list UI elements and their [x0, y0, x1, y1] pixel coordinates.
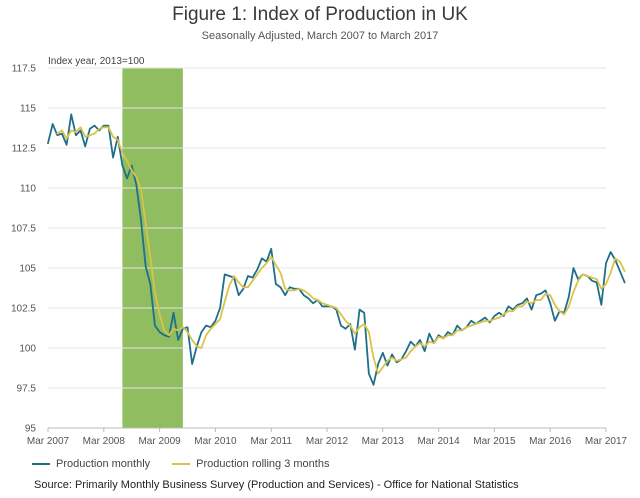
source-note: Source: Primarily Monthly Business Surve…: [34, 479, 519, 491]
x-tick-label: Mar 2012: [306, 436, 349, 447]
y-tick-label: 100: [19, 344, 36, 355]
legend-swatch-rolling: [172, 463, 191, 465]
x-tick-label: Mar 2009: [138, 436, 181, 447]
y-axis-label: Index year, 2013=100: [48, 56, 145, 67]
y-tick-layer: 117.5 115 112.5 110 107.5 105 102.5 100 97.5 95: [11, 64, 36, 435]
y-tick-label: 115: [20, 104, 36, 115]
y-tick-label: 97.5: [17, 384, 37, 395]
x-tick-label: Mar 2016: [529, 436, 572, 447]
y-tick-label: 112.5: [12, 144, 37, 155]
chart-subtitle: Seasonally Adjusted, March 2007 to March…: [201, 30, 439, 42]
legend-item-rolling: Production rolling 3 months: [172, 458, 329, 470]
x-tick-label: Mar 2011: [250, 436, 292, 447]
x-tick-label: Mar 2014: [417, 436, 460, 447]
series-layer: [47, 113, 626, 386]
x-tick-label: Mar 2013: [362, 436, 405, 447]
series-line-rolling: [56, 126, 626, 375]
y-tick-label: 107.5: [11, 224, 36, 235]
y-tick-label: 95: [25, 424, 37, 435]
y-tick-label: 110: [20, 184, 36, 195]
x-tick-label: Mar 2007: [27, 436, 70, 447]
x-tick-label: Mar 2017: [585, 436, 628, 447]
x-tick-label: Mar 2008: [83, 436, 126, 447]
x-tick-layer: Mar 2007 Mar 2008 Mar 2009 Mar 2010 Mar 2011…: [27, 427, 628, 447]
legend-label-monthly: Production monthly: [56, 458, 151, 470]
legend-item-monthly: Production monthly: [32, 458, 150, 470]
chart-title: Figure 1: Index of Production in UK: [172, 4, 468, 25]
y-tick-label: 117.5: [12, 64, 37, 75]
legend-label-rolling: Production rolling 3 months: [196, 458, 330, 470]
x-tick-label: Mar 2015: [473, 436, 516, 447]
recession-band-layer: [122, 68, 183, 428]
legend-swatch-monthly: [32, 463, 50, 465]
y-tick-label: 105: [19, 264, 36, 275]
y-tick-label: 102.5: [11, 304, 36, 315]
recession-band: [122, 68, 183, 428]
x-tick-label: Mar 2010: [194, 436, 237, 447]
legend: Production monthly Production rolling 3 …: [32, 458, 329, 470]
